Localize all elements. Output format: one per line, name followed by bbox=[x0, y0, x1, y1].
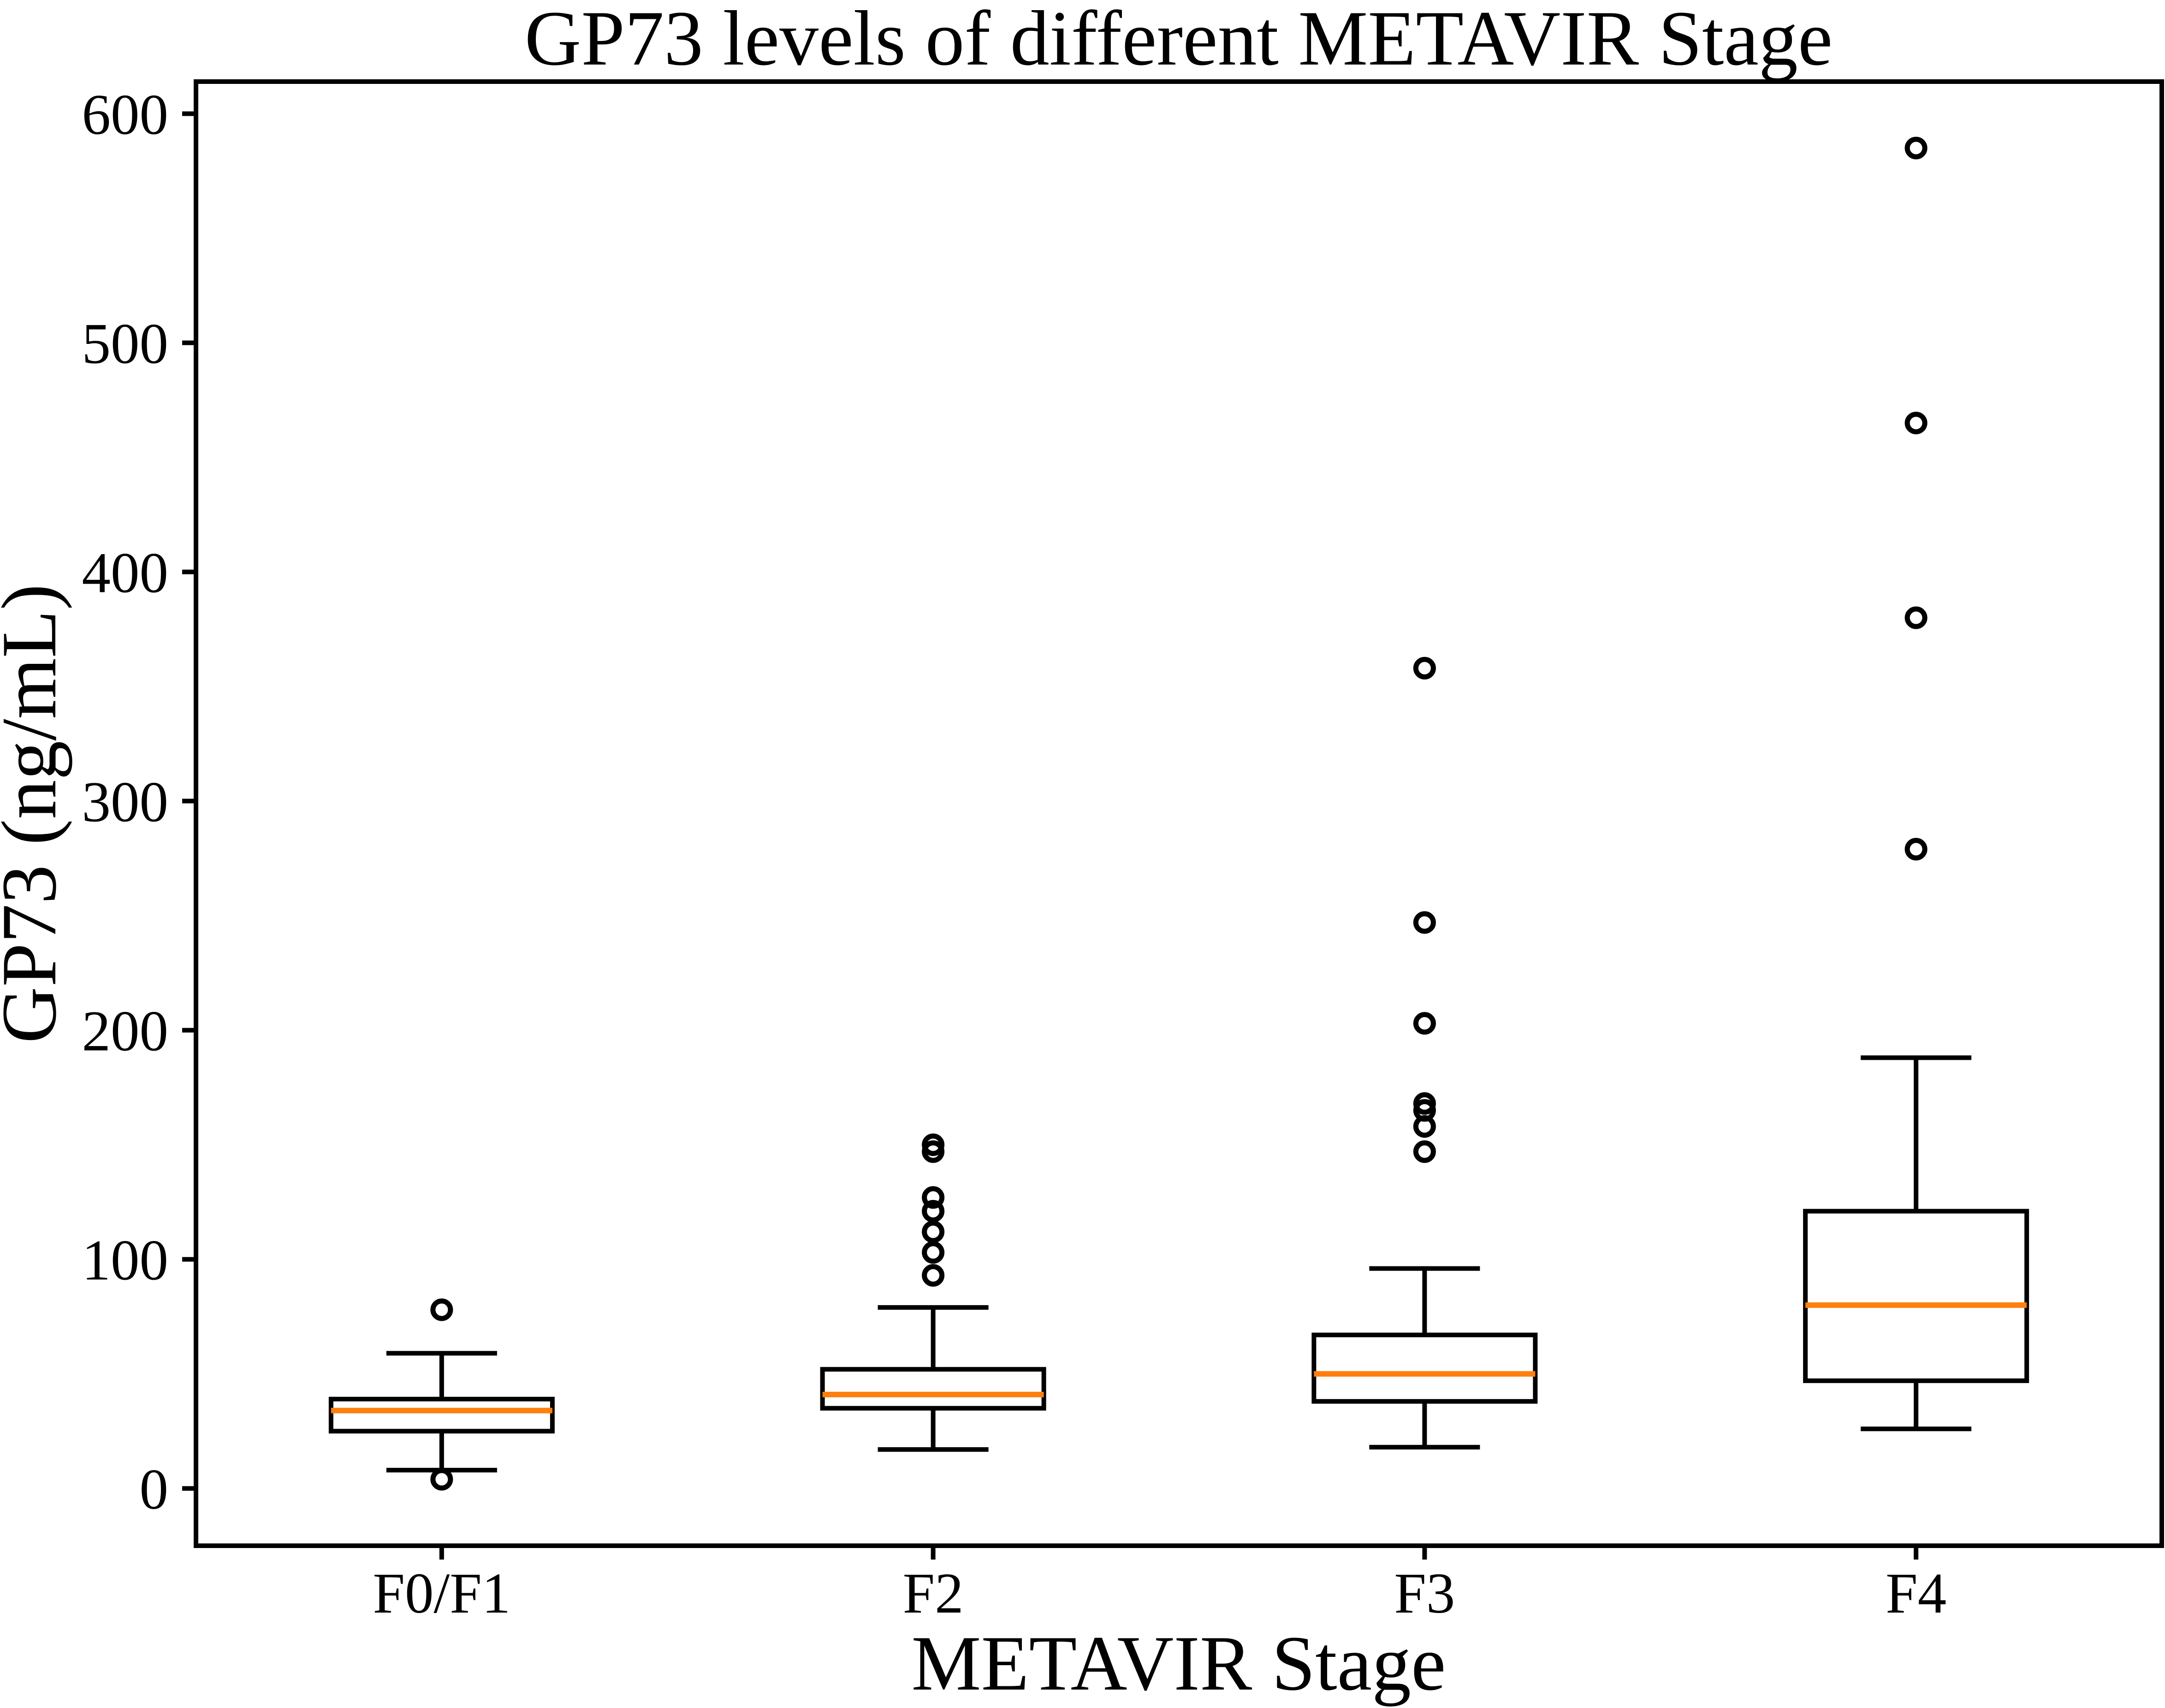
plot-content: 0 100 200 300 400 500 600 F0/F1 F2 F3 F4 bbox=[82, 83, 2029, 1625]
outlier-point bbox=[922, 1264, 945, 1287]
x-tick-label: F4 bbox=[1886, 1562, 1946, 1625]
outlier-point bbox=[1413, 911, 1436, 934]
y-tick-label: 400 bbox=[82, 541, 169, 605]
y-tick-label: 300 bbox=[82, 770, 169, 834]
iqr-box bbox=[1803, 1209, 2029, 1383]
x-tick-label: F3 bbox=[1394, 1562, 1455, 1625]
outlier-point bbox=[1413, 1092, 1436, 1115]
y-tick-label: 100 bbox=[82, 1229, 169, 1292]
outlier-point bbox=[922, 1133, 945, 1156]
outlier-point bbox=[1904, 412, 1928, 435]
outlier-point bbox=[922, 1200, 945, 1223]
outlier-point bbox=[1413, 1012, 1436, 1035]
iqr-box bbox=[820, 1367, 1046, 1411]
outlier-point bbox=[430, 1468, 453, 1491]
plot-frame bbox=[194, 79, 2164, 1548]
y-tick-label: 200 bbox=[82, 999, 169, 1063]
outlier-point bbox=[922, 1241, 945, 1264]
iqr-box bbox=[1311, 1332, 1538, 1404]
y-tick-label: 0 bbox=[140, 1458, 169, 1521]
outlier-point bbox=[1413, 656, 1436, 680]
outlier-point bbox=[1904, 136, 1928, 160]
outlier-point bbox=[922, 1220, 945, 1243]
y-axis-label: GP73 (ng/mL) bbox=[0, 584, 72, 1043]
y-tick-label: 600 bbox=[82, 83, 169, 147]
x-tick-label: F2 bbox=[903, 1562, 964, 1625]
y-tick-label: 500 bbox=[82, 312, 169, 376]
outlier-point bbox=[922, 1186, 945, 1209]
x-axis-label: METAVIR Stage bbox=[911, 1620, 1446, 1707]
iqr-box bbox=[328, 1396, 555, 1434]
outlier-point bbox=[430, 1298, 453, 1321]
outlier-point bbox=[1904, 606, 1928, 629]
x-tick-label: F0/F1 bbox=[373, 1562, 510, 1625]
chart-title: GP73 levels of different METAVIR Stage bbox=[525, 0, 1833, 82]
outlier-point bbox=[1413, 1140, 1436, 1163]
outlier-point bbox=[1904, 838, 1928, 861]
